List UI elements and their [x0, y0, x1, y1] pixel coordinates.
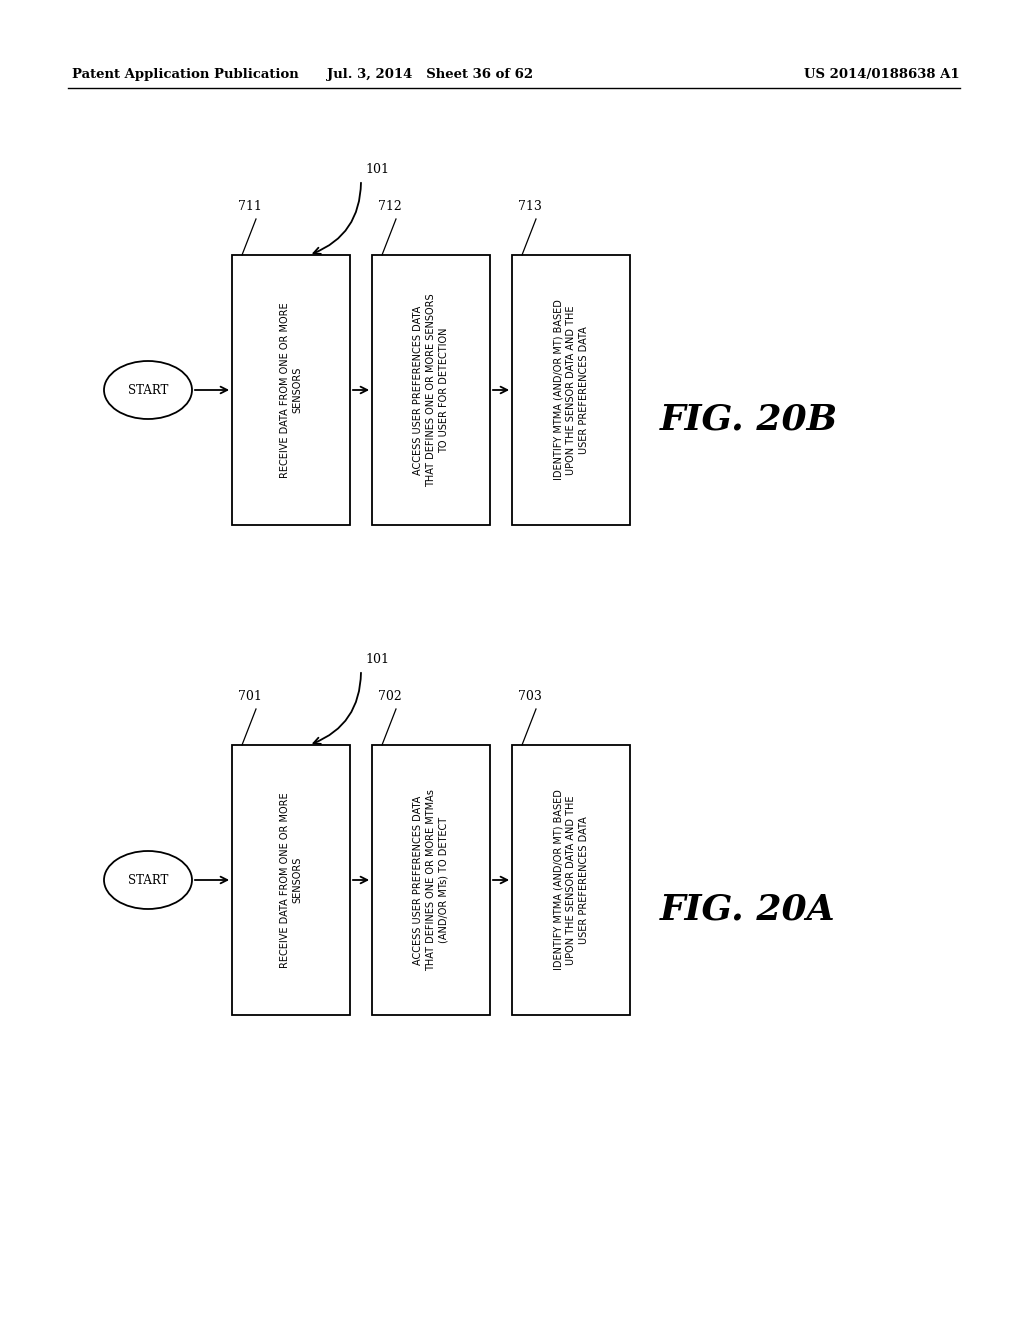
Text: IDENTIFY MTMA (AND/OR MT) BASED
UPON THE SENSOR DATA AND THE
USER PREFERENCES DA: IDENTIFY MTMA (AND/OR MT) BASED UPON THE… — [553, 789, 589, 970]
Text: ACCESS USER PREFERENCES DATA
THAT DEFINES ONE OR MORE MTMAs
(AND/OR MTs) TO DETE: ACCESS USER PREFERENCES DATA THAT DEFINE… — [414, 789, 449, 972]
FancyBboxPatch shape — [512, 255, 630, 525]
Text: Jul. 3, 2014   Sheet 36 of 62: Jul. 3, 2014 Sheet 36 of 62 — [327, 69, 534, 81]
Text: Patent Application Publication: Patent Application Publication — [72, 69, 299, 81]
Text: 703: 703 — [518, 690, 542, 704]
Text: RECEIVE DATA FROM ONE OR MORE
SENSORS: RECEIVE DATA FROM ONE OR MORE SENSORS — [280, 302, 302, 478]
Text: IDENTIFY MTMA (AND/OR MT) BASED
UPON THE SENSOR DATA AND THE
USER PREFERENCES DA: IDENTIFY MTMA (AND/OR MT) BASED UPON THE… — [553, 300, 589, 480]
Text: 713: 713 — [518, 201, 542, 213]
Text: 701: 701 — [238, 690, 262, 704]
Text: ACCESS USER PREFERENCES DATA
THAT DEFINES ONE OR MORE SENSORS
TO USER FOR DETECT: ACCESS USER PREFERENCES DATA THAT DEFINE… — [414, 293, 449, 487]
Text: 702: 702 — [378, 690, 401, 704]
Text: 101: 101 — [365, 653, 389, 667]
FancyBboxPatch shape — [372, 744, 490, 1015]
Text: FIG. 20B: FIG. 20B — [660, 403, 838, 437]
Text: 712: 712 — [378, 201, 401, 213]
Ellipse shape — [104, 851, 193, 909]
Text: FIG. 20A: FIG. 20A — [660, 894, 836, 927]
FancyBboxPatch shape — [232, 255, 350, 525]
Text: 101: 101 — [365, 162, 389, 176]
Text: US 2014/0188638 A1: US 2014/0188638 A1 — [805, 69, 961, 81]
FancyBboxPatch shape — [372, 255, 490, 525]
Ellipse shape — [104, 360, 193, 418]
FancyBboxPatch shape — [512, 744, 630, 1015]
Text: START: START — [128, 874, 168, 887]
FancyBboxPatch shape — [232, 744, 350, 1015]
Text: 711: 711 — [238, 201, 262, 213]
Text: RECEIVE DATA FROM ONE OR MORE
SENSORS: RECEIVE DATA FROM ONE OR MORE SENSORS — [280, 792, 302, 968]
Text: START: START — [128, 384, 168, 396]
